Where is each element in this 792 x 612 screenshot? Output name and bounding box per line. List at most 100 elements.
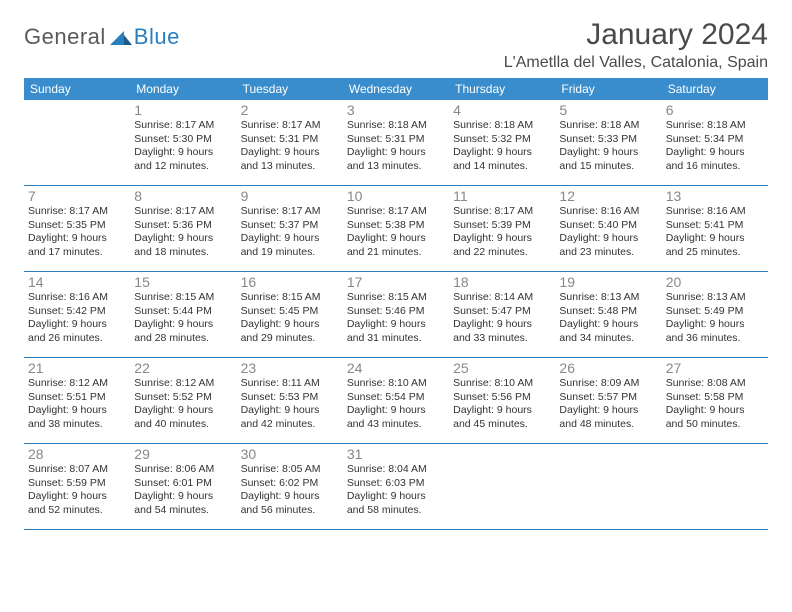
- day-number: 21: [28, 360, 126, 376]
- sunrise-line: Sunrise: 8:09 AM: [559, 377, 657, 391]
- sunrise-line: Sunrise: 8:16 AM: [559, 205, 657, 219]
- daylight-line: Daylight: 9 hours and 15 minutes.: [559, 146, 657, 173]
- day-number: 9: [241, 188, 339, 204]
- daylight-line: Daylight: 9 hours and 48 minutes.: [559, 404, 657, 431]
- day-cell: 12Sunrise: 8:16 AMSunset: 5:40 PMDayligh…: [555, 186, 661, 271]
- sunset-line: Sunset: 5:30 PM: [134, 133, 232, 147]
- daylight-line: Daylight: 9 hours and 12 minutes.: [134, 146, 232, 173]
- sunset-line: Sunset: 5:53 PM: [241, 391, 339, 405]
- daylight-line: Daylight: 9 hours and 13 minutes.: [347, 146, 445, 173]
- day-cell: 14Sunrise: 8:16 AMSunset: 5:42 PMDayligh…: [24, 272, 130, 357]
- sunrise-line: Sunrise: 8:14 AM: [453, 291, 551, 305]
- logo-text-blue: Blue: [134, 24, 180, 50]
- header: General Blue January 2024 L'Ametlla del …: [24, 18, 768, 72]
- logo-triangle-icon: [110, 29, 132, 45]
- daylight-line: Daylight: 9 hours and 54 minutes.: [134, 490, 232, 517]
- day-cell: 2Sunrise: 8:17 AMSunset: 5:31 PMDaylight…: [237, 100, 343, 185]
- day-cell: 26Sunrise: 8:09 AMSunset: 5:57 PMDayligh…: [555, 358, 661, 443]
- day-number: 13: [666, 188, 764, 204]
- day-cell: 27Sunrise: 8:08 AMSunset: 5:58 PMDayligh…: [662, 358, 768, 443]
- sunset-line: Sunset: 5:56 PM: [453, 391, 551, 405]
- weekday-header-cell: Wednesday: [343, 78, 449, 100]
- sunset-line: Sunset: 5:32 PM: [453, 133, 551, 147]
- week-row: 14Sunrise: 8:16 AMSunset: 5:42 PMDayligh…: [24, 272, 768, 358]
- daylight-line: Daylight: 9 hours and 33 minutes.: [453, 318, 551, 345]
- sunset-line: Sunset: 5:49 PM: [666, 305, 764, 319]
- day-cell: [449, 444, 555, 529]
- daylight-line: Daylight: 9 hours and 19 minutes.: [241, 232, 339, 259]
- daylight-line: Daylight: 9 hours and 31 minutes.: [347, 318, 445, 345]
- day-number: 25: [453, 360, 551, 376]
- sunset-line: Sunset: 5:44 PM: [134, 305, 232, 319]
- weekday-header-cell: Sunday: [24, 78, 130, 100]
- sunrise-line: Sunrise: 8:17 AM: [453, 205, 551, 219]
- logo: General Blue: [24, 24, 180, 50]
- sunset-line: Sunset: 5:41 PM: [666, 219, 764, 233]
- weekday-header-cell: Thursday: [449, 78, 555, 100]
- sunset-line: Sunset: 6:03 PM: [347, 477, 445, 491]
- day-cell: [662, 444, 768, 529]
- sunrise-line: Sunrise: 8:18 AM: [453, 119, 551, 133]
- sunrise-line: Sunrise: 8:16 AM: [666, 205, 764, 219]
- daylight-line: Daylight: 9 hours and 40 minutes.: [134, 404, 232, 431]
- sunset-line: Sunset: 5:57 PM: [559, 391, 657, 405]
- sunset-line: Sunset: 5:31 PM: [347, 133, 445, 147]
- week-row: 7Sunrise: 8:17 AMSunset: 5:35 PMDaylight…: [24, 186, 768, 272]
- day-cell: [24, 100, 130, 185]
- day-number: 23: [241, 360, 339, 376]
- sunrise-line: Sunrise: 8:18 AM: [666, 119, 764, 133]
- day-number: 7: [28, 188, 126, 204]
- daylight-line: Daylight: 9 hours and 43 minutes.: [347, 404, 445, 431]
- day-cell: 25Sunrise: 8:10 AMSunset: 5:56 PMDayligh…: [449, 358, 555, 443]
- daylight-line: Daylight: 9 hours and 18 minutes.: [134, 232, 232, 259]
- daylight-line: Daylight: 9 hours and 17 minutes.: [28, 232, 126, 259]
- sunset-line: Sunset: 5:34 PM: [666, 133, 764, 147]
- day-cell: 29Sunrise: 8:06 AMSunset: 6:01 PMDayligh…: [130, 444, 236, 529]
- sunset-line: Sunset: 5:31 PM: [241, 133, 339, 147]
- daylight-line: Daylight: 9 hours and 13 minutes.: [241, 146, 339, 173]
- daylight-line: Daylight: 9 hours and 58 minutes.: [347, 490, 445, 517]
- day-number: 6: [666, 102, 764, 118]
- day-cell: 10Sunrise: 8:17 AMSunset: 5:38 PMDayligh…: [343, 186, 449, 271]
- sunrise-line: Sunrise: 8:18 AM: [347, 119, 445, 133]
- day-number: 29: [134, 446, 232, 462]
- sunrise-line: Sunrise: 8:17 AM: [241, 119, 339, 133]
- sunrise-line: Sunrise: 8:11 AM: [241, 377, 339, 391]
- day-number: 12: [559, 188, 657, 204]
- sunrise-line: Sunrise: 8:17 AM: [347, 205, 445, 219]
- sunset-line: Sunset: 5:37 PM: [241, 219, 339, 233]
- sunrise-line: Sunrise: 8:18 AM: [559, 119, 657, 133]
- sunrise-line: Sunrise: 8:15 AM: [134, 291, 232, 305]
- weeks-container: 1Sunrise: 8:17 AMSunset: 5:30 PMDaylight…: [24, 100, 768, 530]
- daylight-line: Daylight: 9 hours and 36 minutes.: [666, 318, 764, 345]
- day-cell: 23Sunrise: 8:11 AMSunset: 5:53 PMDayligh…: [237, 358, 343, 443]
- daylight-line: Daylight: 9 hours and 50 minutes.: [666, 404, 764, 431]
- sunset-line: Sunset: 5:45 PM: [241, 305, 339, 319]
- day-number: 1: [134, 102, 232, 118]
- sunset-line: Sunset: 5:39 PM: [453, 219, 551, 233]
- day-cell: 17Sunrise: 8:15 AMSunset: 5:46 PMDayligh…: [343, 272, 449, 357]
- sunrise-line: Sunrise: 8:10 AM: [453, 377, 551, 391]
- day-number: 16: [241, 274, 339, 290]
- sunrise-line: Sunrise: 8:04 AM: [347, 463, 445, 477]
- daylight-line: Daylight: 9 hours and 25 minutes.: [666, 232, 764, 259]
- day-number: 19: [559, 274, 657, 290]
- sunset-line: Sunset: 5:47 PM: [453, 305, 551, 319]
- sunrise-line: Sunrise: 8:17 AM: [28, 205, 126, 219]
- day-number: 28: [28, 446, 126, 462]
- day-number: 24: [347, 360, 445, 376]
- day-number: 8: [134, 188, 232, 204]
- day-cell: 18Sunrise: 8:14 AMSunset: 5:47 PMDayligh…: [449, 272, 555, 357]
- daylight-line: Daylight: 9 hours and 56 minutes.: [241, 490, 339, 517]
- sunrise-line: Sunrise: 8:07 AM: [28, 463, 126, 477]
- day-cell: 15Sunrise: 8:15 AMSunset: 5:44 PMDayligh…: [130, 272, 236, 357]
- daylight-line: Daylight: 9 hours and 14 minutes.: [453, 146, 551, 173]
- weekday-header-cell: Tuesday: [237, 78, 343, 100]
- day-number: 27: [666, 360, 764, 376]
- sunset-line: Sunset: 5:59 PM: [28, 477, 126, 491]
- calendar: SundayMondayTuesdayWednesdayThursdayFrid…: [24, 78, 768, 530]
- sunset-line: Sunset: 5:52 PM: [134, 391, 232, 405]
- day-cell: 22Sunrise: 8:12 AMSunset: 5:52 PMDayligh…: [130, 358, 236, 443]
- location: L'Ametlla del Valles, Catalonia, Spain: [504, 54, 768, 72]
- sunrise-line: Sunrise: 8:17 AM: [134, 205, 232, 219]
